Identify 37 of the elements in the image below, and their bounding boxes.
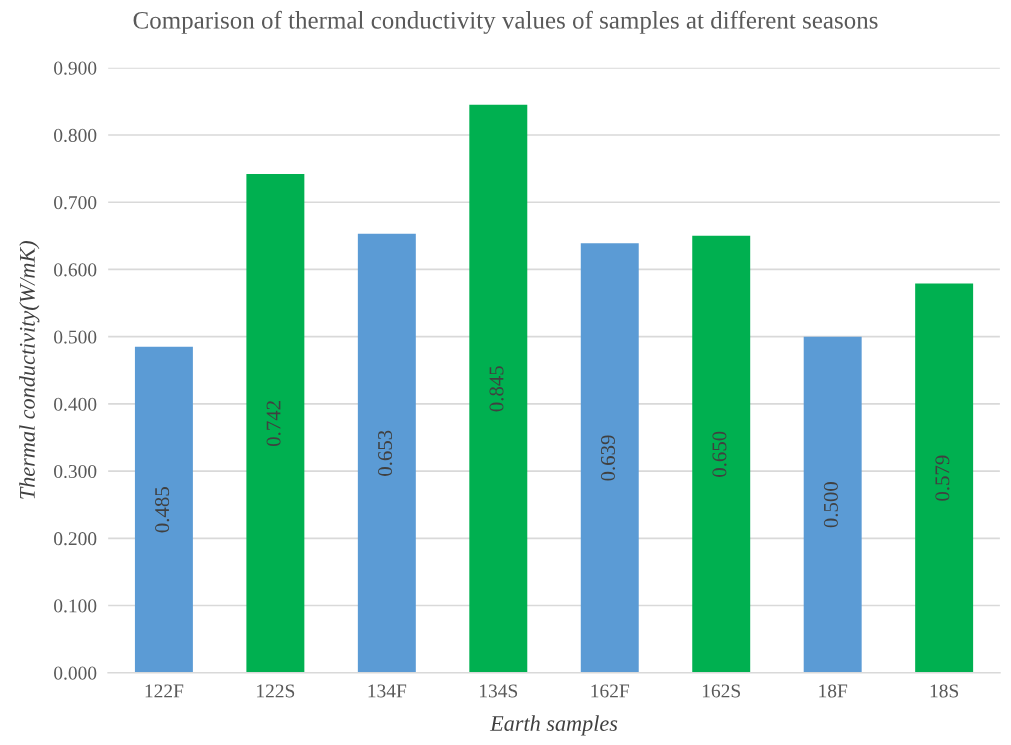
bar (580, 243, 639, 673)
bar (692, 235, 751, 673)
y-tick-label: 0.100 (54, 599, 97, 613)
x-tick-label: 162F (591, 684, 630, 698)
y-tick-label: 0.200 (54, 532, 97, 546)
x-tick-label: 122F (145, 684, 184, 698)
data-label: 0.653 (377, 430, 393, 476)
y-axis-title: Thermal conductivity(W/mK) (19, 241, 40, 499)
x-tick-label: 162S (702, 684, 741, 698)
bar (357, 233, 416, 673)
y-tick-label: 0.800 (54, 128, 97, 143)
y-tick-label: 0.900 (54, 61, 97, 75)
y-tick-label: 0.400 (54, 397, 97, 411)
x-tick-label: 18S (930, 684, 959, 698)
y-tick-label: 0.300 (54, 464, 97, 479)
data-label: 0.742 (266, 401, 281, 447)
x-tick-label: 18F (819, 684, 848, 698)
y-tick-label: 0.500 (54, 330, 97, 344)
x-tick-label: 122S (257, 684, 295, 698)
data-label: 0.500 (823, 482, 838, 528)
data-label: 0.579 (935, 455, 950, 501)
bar (246, 174, 305, 673)
chart-title: Comparison of thermal conductivity values of samples at different seasons (133, 10, 878, 34)
y-tick-label: 0.000 (54, 666, 97, 680)
x-axis-title: Earth samples (489, 715, 618, 736)
x-tick-label: 134S (480, 684, 518, 698)
data-label: 0.639 (600, 435, 616, 481)
y-tick-label: 0.700 (54, 196, 97, 210)
bar (803, 336, 862, 673)
data-label: 0.845 (489, 366, 504, 412)
y-tick-label: 0.600 (54, 263, 97, 277)
bar (134, 346, 193, 673)
bar (469, 104, 528, 673)
x-tick-label: 134F (368, 684, 407, 698)
data-label: 0.485 (155, 487, 170, 533)
data-label: 0.650 (712, 431, 727, 477)
bar (915, 283, 974, 673)
